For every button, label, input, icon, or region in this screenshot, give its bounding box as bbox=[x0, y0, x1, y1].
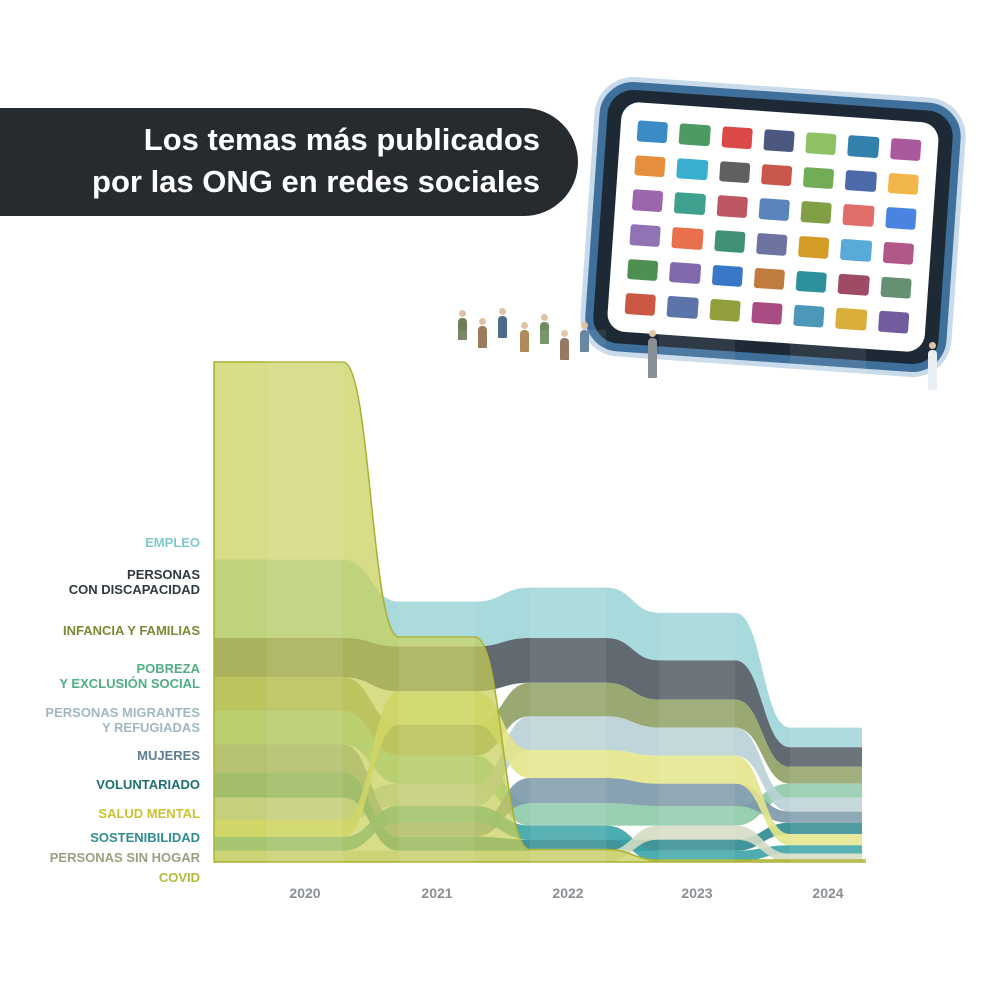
legend-label: SOSTENIBILIDAD bbox=[90, 830, 200, 845]
legend-label-line: POBREZA bbox=[136, 661, 200, 676]
band-layer bbox=[213, 361, 866, 863]
column-layer bbox=[267, 330, 866, 862]
figurine bbox=[540, 314, 549, 344]
year-column-2022 bbox=[530, 330, 606, 862]
legend-label-line: CON DISCAPACIDAD bbox=[68, 582, 200, 597]
x-axis: 2020 2021 2022 2023 2024 bbox=[289, 885, 843, 901]
legend-label-line: PERSONAS bbox=[127, 567, 200, 582]
legend-label: MUJERES bbox=[137, 748, 200, 763]
figurine bbox=[928, 342, 937, 390]
legend-label-line: PERSONAS SIN HOGAR bbox=[49, 849, 200, 865]
legend-label-line: VOLUNTARIADO bbox=[96, 776, 200, 792]
legend-label-line: EMPLEO bbox=[145, 534, 200, 550]
legend-label-line: MUJERES bbox=[137, 747, 200, 763]
figurine bbox=[458, 310, 467, 340]
x-tick-label: 2024 bbox=[812, 885, 843, 901]
year-column-2021 bbox=[399, 330, 475, 862]
x-tick-label: 2020 bbox=[289, 885, 320, 901]
legend-label-line: Y REFUGIADAS bbox=[102, 720, 200, 735]
year-column-2023 bbox=[659, 330, 735, 862]
legend-label-line: INFANCIA Y FAMILIAS bbox=[63, 622, 200, 638]
legend-label-line: PERSONAS MIGRANTES bbox=[45, 705, 200, 720]
legend-label-line: Y EXCLUSIÓN SOCIAL bbox=[59, 676, 200, 691]
x-tick-label: 2022 bbox=[552, 885, 583, 901]
legend-label: POBREZA Y EXCLUSIÓN SOCIAL bbox=[59, 661, 200, 691]
legend-label: COVID bbox=[159, 870, 200, 885]
title-line-2: por las ONG en redes sociales bbox=[92, 164, 540, 199]
x-tick-label: 2023 bbox=[681, 885, 712, 901]
year-column-2020 bbox=[267, 330, 343, 862]
legend-label: PERSONAS MIGRANTES Y REFUGIADAS bbox=[45, 705, 200, 735]
title-line-1: Los temas más publicados bbox=[143, 122, 540, 157]
figurine bbox=[560, 330, 569, 360]
legend-label: PERSONAS SIN HOGAR bbox=[50, 850, 200, 865]
legend-label-line: COVID bbox=[158, 869, 200, 885]
figurine bbox=[648, 330, 657, 378]
title-banner: Los temas más publicados por las ONG en … bbox=[0, 108, 578, 216]
legend-label: PERSONAS CON DISCAPACIDAD bbox=[69, 567, 200, 597]
legend-label: SALUD MENTAL bbox=[98, 806, 200, 821]
figurine bbox=[580, 322, 589, 352]
band-covid bbox=[213, 361, 866, 863]
figurine bbox=[498, 308, 507, 338]
legend-label-line: SOSTENIBILIDAD bbox=[90, 829, 200, 845]
legend-label-line: SALUD MENTAL bbox=[98, 805, 200, 821]
band-infancia-y-familias bbox=[214, 677, 866, 784]
x-tick-label: 2021 bbox=[421, 885, 452, 901]
legend-label: VOLUNTARIADO bbox=[96, 777, 200, 792]
figurine bbox=[520, 322, 529, 352]
year-column-2024 bbox=[790, 330, 866, 862]
legend-label: INFANCIA Y FAMILIAS bbox=[63, 623, 200, 638]
figurine bbox=[478, 318, 487, 348]
legend-label: EMPLEO bbox=[145, 535, 200, 550]
